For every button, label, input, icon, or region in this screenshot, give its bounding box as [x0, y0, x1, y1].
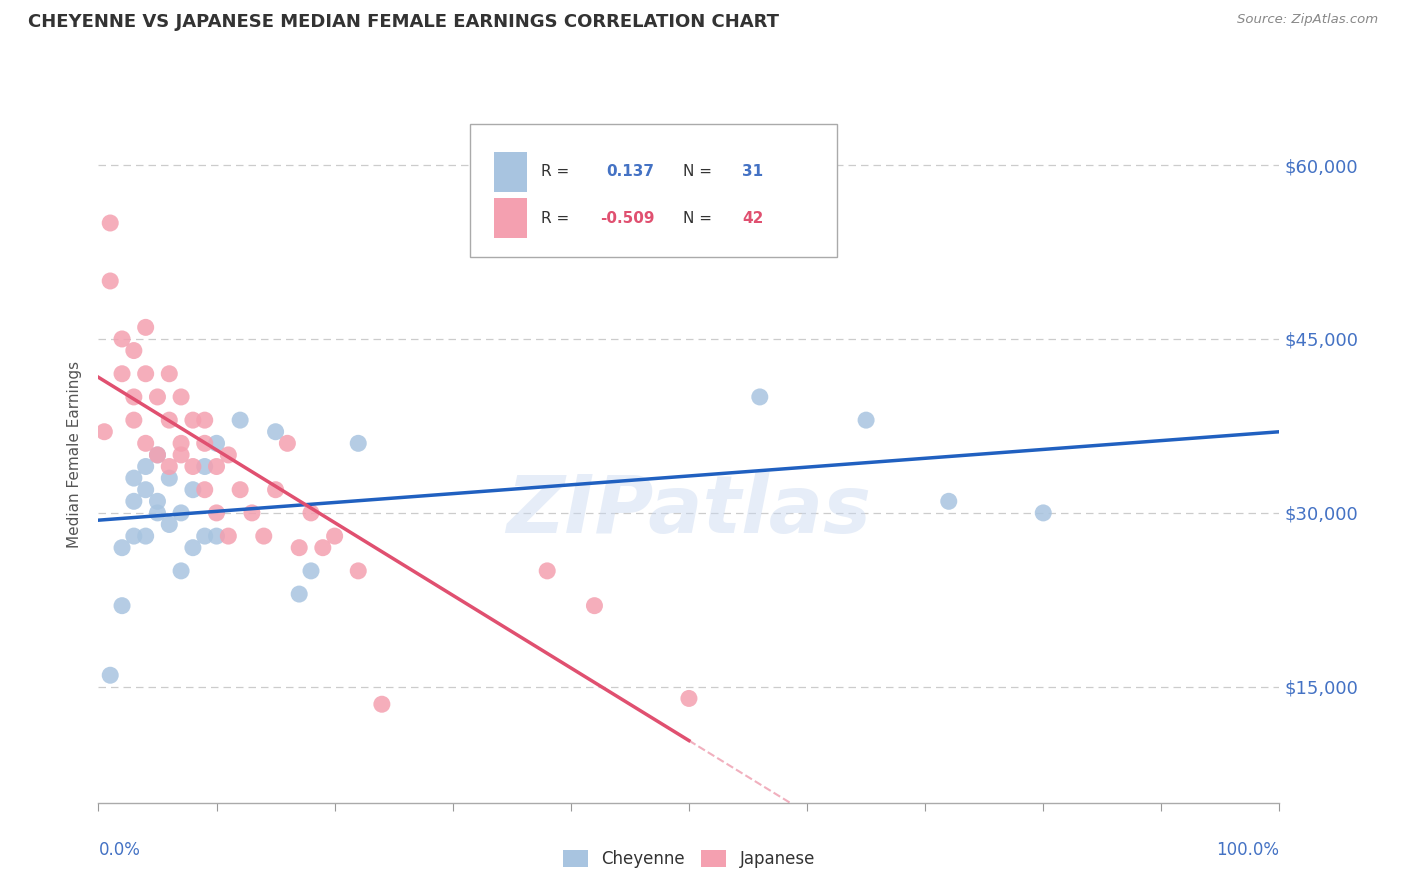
Point — [347, 436, 370, 450]
Point — [938, 494, 960, 508]
Point — [157, 367, 180, 381]
Point — [98, 216, 121, 230]
Bar — [494, 152, 527, 192]
Point — [181, 483, 204, 497]
FancyBboxPatch shape — [471, 124, 837, 257]
Point — [217, 448, 239, 462]
Y-axis label: Median Female Earnings: Median Female Earnings — [67, 361, 83, 549]
Text: CHEYENNE VS JAPANESE MEDIAN FEMALE EARNINGS CORRELATION CHART: CHEYENNE VS JAPANESE MEDIAN FEMALE EARNI… — [28, 13, 779, 31]
Point — [264, 425, 287, 439]
Point — [678, 691, 700, 706]
Point — [170, 506, 193, 520]
Text: N =: N = — [683, 211, 717, 226]
Point — [181, 541, 204, 555]
Point — [181, 413, 204, 427]
Point — [135, 367, 157, 381]
Text: 0.137: 0.137 — [606, 164, 654, 179]
Point — [181, 459, 204, 474]
Point — [288, 541, 311, 555]
Text: ZIPatlas: ZIPatlas — [506, 472, 872, 549]
Point — [157, 413, 180, 427]
Point — [347, 564, 370, 578]
Point — [93, 425, 115, 439]
Point — [855, 413, 877, 427]
Point — [288, 587, 311, 601]
Point — [170, 448, 193, 462]
Point — [135, 529, 157, 543]
Point — [146, 494, 169, 508]
Point — [146, 448, 169, 462]
Point — [157, 517, 180, 532]
Point — [299, 506, 322, 520]
Point — [111, 541, 134, 555]
Point — [194, 529, 217, 543]
Legend: Cheyenne, Japanese: Cheyenne, Japanese — [557, 843, 821, 874]
Text: 42: 42 — [742, 211, 763, 226]
Point — [122, 343, 145, 358]
Point — [98, 274, 121, 288]
Point — [371, 698, 394, 712]
Point — [157, 471, 180, 485]
Point — [135, 459, 157, 474]
Point — [217, 529, 239, 543]
Point — [229, 413, 252, 427]
Point — [157, 459, 180, 474]
Point — [122, 390, 145, 404]
Text: Source: ZipAtlas.com: Source: ZipAtlas.com — [1237, 13, 1378, 27]
Point — [135, 483, 157, 497]
Point — [229, 483, 252, 497]
Point — [323, 529, 346, 543]
Point — [253, 529, 276, 543]
Point — [1032, 506, 1054, 520]
Point — [264, 483, 287, 497]
Point — [146, 506, 169, 520]
Point — [205, 436, 228, 450]
Point — [312, 541, 335, 555]
Point — [111, 332, 134, 346]
Point — [135, 320, 157, 334]
Text: 100.0%: 100.0% — [1216, 841, 1279, 859]
Point — [122, 413, 145, 427]
Text: -0.509: -0.509 — [600, 211, 655, 226]
Point — [146, 448, 169, 462]
Point — [205, 506, 228, 520]
Point — [122, 529, 145, 543]
Point — [748, 390, 770, 404]
Point — [122, 494, 145, 508]
Text: 0.0%: 0.0% — [98, 841, 141, 859]
Point — [194, 459, 217, 474]
Point — [146, 390, 169, 404]
Point — [170, 390, 193, 404]
Point — [111, 599, 134, 613]
Point — [205, 529, 228, 543]
Point — [194, 483, 217, 497]
Bar — [494, 198, 527, 238]
Text: R =: R = — [541, 211, 575, 226]
Text: 31: 31 — [742, 164, 763, 179]
Point — [194, 436, 217, 450]
Point — [98, 668, 121, 682]
Text: N =: N = — [683, 164, 717, 179]
Point — [135, 436, 157, 450]
Point — [583, 599, 606, 613]
Point — [299, 564, 322, 578]
Point — [194, 413, 217, 427]
Point — [122, 471, 145, 485]
Point — [536, 564, 558, 578]
Point — [205, 459, 228, 474]
Text: R =: R = — [541, 164, 575, 179]
Point — [170, 436, 193, 450]
Point — [276, 436, 298, 450]
Point — [170, 564, 193, 578]
Point — [240, 506, 263, 520]
Point — [111, 367, 134, 381]
